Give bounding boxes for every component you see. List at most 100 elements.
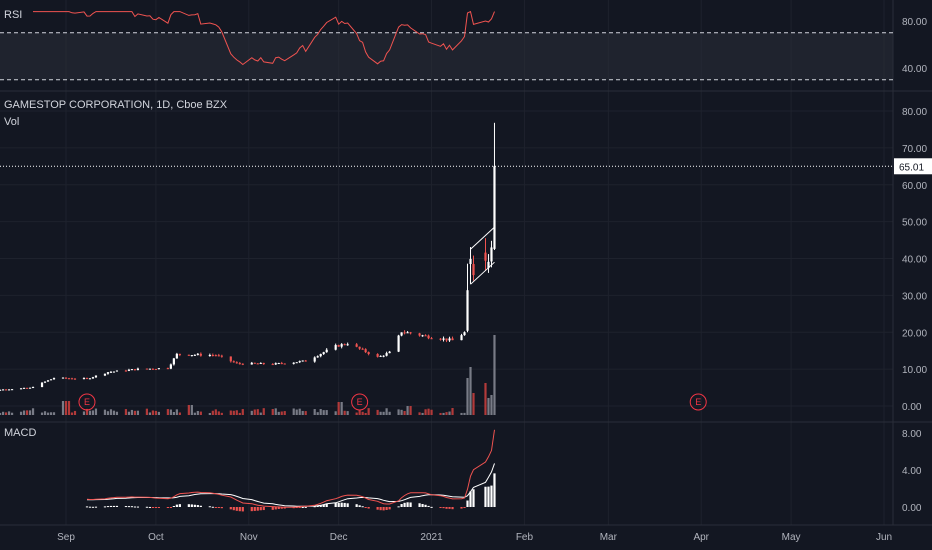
volume-bar-23 [70,412,74,415]
macd-hist-40 [145,506,149,508]
volume-bar-91 [358,410,361,415]
candle-body-34 [115,370,119,372]
volume-bar-98 [385,408,388,415]
candle-body-55 [208,355,211,357]
candle-body-42 [151,368,154,370]
candle-body-54 [199,353,202,356]
macd-hist-84 [325,503,328,507]
volume-bar-8 [7,411,11,415]
macd-hist-80 [313,506,316,508]
macd-hist-107 [424,504,427,507]
volume-bar-104 [409,406,412,415]
macd-hist-72 [277,507,280,510]
candle-body-123 [493,166,496,249]
volume-bar-81 [316,412,319,415]
volume-bar-54 [199,411,202,415]
candle-body-19 [52,378,56,380]
macd-hist-103 [406,502,409,507]
volume-bar-59 [220,412,223,415]
macd-hist-96 [379,507,382,511]
volume-bar-112 [445,412,448,415]
macd-hist-92 [361,506,364,508]
candle-body-77 [298,361,301,363]
macd-hist-114 [451,507,454,510]
macd-hist-83 [322,504,325,507]
volume-bar-88 [343,410,346,415]
volume-bar-17 [46,412,50,415]
rsi-band-fill [0,32,893,80]
candle-body-48 [175,353,178,359]
candle-body-11 [22,387,26,389]
candle-body-108 [427,335,430,339]
volume-bar-24 [73,410,77,415]
candle-body-93 [364,349,367,353]
candle-body-16 [43,381,47,383]
candle-body-120 [484,252,487,261]
candle-body-39 [136,368,140,371]
candle-body-85 [334,345,337,350]
last-price-tag [894,158,932,175]
time-tick-9: Jun [876,532,892,543]
volume-bar-43 [154,410,157,415]
volume-bar-45 [166,409,169,415]
macd-hist-118 [469,491,472,507]
volume-bar-11 [22,410,26,415]
volume-bar-107 [424,409,427,415]
volume-bar-64 [241,409,244,415]
macd-hist-71 [274,507,277,510]
macd-hist-38 [133,506,137,508]
macd-hist-110 [439,507,442,508]
volume-bar-119 [472,393,475,415]
candle-body-84 [325,349,328,353]
volume-bar-109 [430,409,433,415]
volume-bar-44 [157,411,160,415]
macd-hist-48 [175,504,178,507]
candle-body-83 [322,352,325,355]
macd-tick-1: 4.00 [902,466,922,477]
volume-bar-99 [388,411,391,415]
time-tick-3: Dec [330,532,348,543]
candle-body-105 [418,333,421,336]
candle-body-45 [166,368,169,370]
volume-bar-46 [169,409,172,415]
volume-bar-48 [175,409,178,415]
volume-bar-102 [403,411,406,415]
macd-hist-88 [343,502,346,507]
macd-hist-42 [151,507,154,508]
candle-body-89 [346,344,349,346]
rsi-label: RSI [4,9,23,21]
time-tick-6: Mar [600,532,618,543]
candle-body-37 [130,369,134,371]
macd-hist-32 [109,505,113,507]
volume-bar-63 [238,412,241,415]
volume-bar-76 [295,409,298,415]
candle-body-110 [439,338,442,340]
macd-hist-100 [397,506,400,508]
candle-body-15 [40,382,44,388]
macd-hist-119 [472,489,475,507]
volume-bar-111 [442,412,445,415]
candle-body-32 [109,371,113,373]
volume-bar-68 [259,412,262,415]
rsi-tick-1: 40.00 [902,64,927,75]
macd-hist-101 [400,504,403,507]
earnings-marker-text-2: E [695,397,701,407]
candle-body-52 [193,354,196,356]
price-tick-5: 30.00 [902,291,927,302]
candle-body-17 [46,380,50,382]
time-tick-4: 2021 [420,532,443,543]
volume-bar-30 [103,409,107,415]
macd-tick-2: 0.00 [902,503,922,514]
volume-bar-83 [322,410,325,415]
volume-bar-77 [298,408,301,415]
candle-body-69 [262,362,265,365]
volume-bar-85 [334,411,337,415]
channel-line-0 [470,226,495,250]
earnings-marker-text-1: E [357,397,363,407]
candle-body-46 [169,364,172,369]
volume-bar-105 [418,412,421,415]
macd-hist-70 [271,507,274,510]
candle-body-62 [235,362,238,364]
macd-hist-29 [94,506,98,508]
